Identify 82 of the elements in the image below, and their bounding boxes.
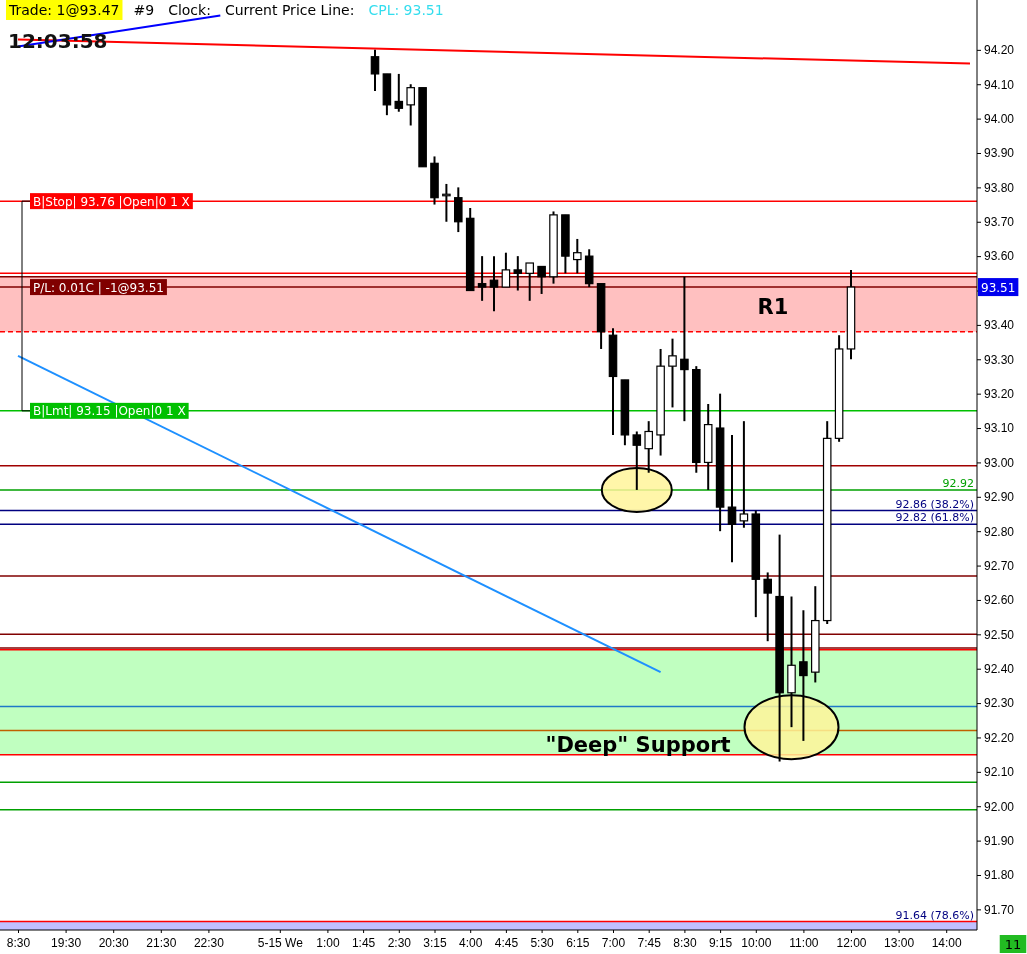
candlestick <box>477 255 487 302</box>
y-tick-label: 93.00 <box>984 455 1015 470</box>
x-tick-label: 8:30 <box>6 935 31 950</box>
annotation: "Deep" Support <box>545 733 731 757</box>
annotation: 92.82 (61.8%) <box>895 511 974 525</box>
y-tick-label: 92.00 <box>984 799 1015 814</box>
x-tick-label: 21:30 <box>146 935 177 950</box>
candlestick <box>394 72 404 113</box>
annotation: 92.86 (38.2%) <box>895 497 974 511</box>
x-tick-label: 19:30 <box>51 935 82 950</box>
y-tick-label: 92.10 <box>984 765 1015 780</box>
annotation: R1 <box>757 295 789 319</box>
x-tick-label: 13:00 <box>884 935 915 950</box>
x-tick-label: 10:00 <box>741 935 772 950</box>
y-tick-label: 92.50 <box>984 627 1015 642</box>
annotation: Trade: 1@93.47 <box>8 2 120 18</box>
y-tick-label: 93.60 <box>984 249 1015 264</box>
candlestick <box>739 420 749 529</box>
y-tick-label: 92.30 <box>984 696 1015 711</box>
candlestick <box>370 48 380 93</box>
candlestick <box>573 237 582 275</box>
y-tick-label: 93.40 <box>984 318 1015 333</box>
y-tick-label: 93.20 <box>984 387 1015 401</box>
x-tick-label: 12:00 <box>836 935 867 950</box>
y-tick-label: 93.10 <box>984 421 1015 436</box>
candlestick <box>489 255 499 313</box>
annotation: 91.64 (78.6%) <box>895 909 974 922</box>
y-tick-label: 93.70 <box>984 215 1015 230</box>
candlestick <box>537 265 546 295</box>
x-tick-label: 11:00 <box>789 935 819 950</box>
candlestick <box>644 420 653 474</box>
x-tick-label: 9:15 <box>708 935 733 950</box>
y-tick-label: 92.90 <box>984 490 1015 505</box>
x-tick-label: 22:30 <box>193 935 225 950</box>
x-tick-label: 4:45 <box>494 935 519 950</box>
annotation: CPL: 93.51 <box>368 2 444 18</box>
candlestick <box>525 262 534 302</box>
x-tick-label: 20:30 <box>98 935 130 950</box>
x-tick-label: 1:00 <box>316 935 340 950</box>
x-tick-label: 3:15 <box>423 935 447 950</box>
candlestick <box>513 255 523 292</box>
candlestick <box>632 430 642 491</box>
x-tick-label: 5:30 <box>530 935 555 950</box>
y-tick-label: 94.00 <box>984 111 1015 126</box>
y-tick-label: 93.90 <box>984 146 1015 161</box>
annotation: 92.92 <box>942 476 974 490</box>
x-tick-label: 7:00 <box>601 935 626 950</box>
ref-line-label: B|Lmt| 93.15 |Open|0 1 X <box>33 404 186 419</box>
candlestick <box>799 609 808 742</box>
y-tick-label: 92.60 <box>984 593 1015 608</box>
candlestick <box>680 275 689 423</box>
candlestick <box>727 433 737 564</box>
x-tick-label: 2:30 <box>387 935 412 950</box>
y-tick-label: 92.70 <box>984 558 1015 573</box>
x-tick-label: 5-15 We <box>257 935 304 950</box>
y-tick-label: 94.10 <box>984 77 1015 92</box>
annotation: #9 <box>133 2 155 18</box>
candlestick <box>406 83 415 127</box>
ref-line-label: B|Stop| 93.76 |Open|0 1 X <box>33 194 190 209</box>
x-tick-label: 7:45 <box>637 935 662 950</box>
ref-line-label: P/L: 0.01C | -1@93.51 <box>33 280 164 295</box>
x-tick-label: 8:30 <box>673 935 697 950</box>
candlestick <box>763 571 772 643</box>
y-tick-label: 92.20 <box>984 730 1015 745</box>
y-tick-label: 93.80 <box>984 180 1015 195</box>
x-tick-label: 6:15 <box>566 935 590 950</box>
y-tick-label: 91.80 <box>984 868 1015 883</box>
annotation: Clock: <box>168 2 211 18</box>
annotation: Current Price Line: <box>224 2 355 18</box>
y-tick-label: 92.80 <box>984 524 1015 539</box>
candlestick <box>668 337 677 409</box>
x-tick-label: 4:00 <box>459 935 483 950</box>
y-tick-label: 92.40 <box>984 662 1015 677</box>
candlestick <box>501 251 511 289</box>
y-tick-label: 93.30 <box>984 352 1015 367</box>
annotation: 93.51 <box>981 281 1016 296</box>
x-tick-label: 14:00 <box>931 935 963 950</box>
y-tick-label: 94.20 <box>984 43 1015 58</box>
y-tick-label: 91.90 <box>984 833 1015 848</box>
text: 11 <box>1004 937 1022 952</box>
x-tick-label: 1:45 <box>351 935 376 950</box>
y-tick-label: 91.70 <box>984 902 1015 917</box>
